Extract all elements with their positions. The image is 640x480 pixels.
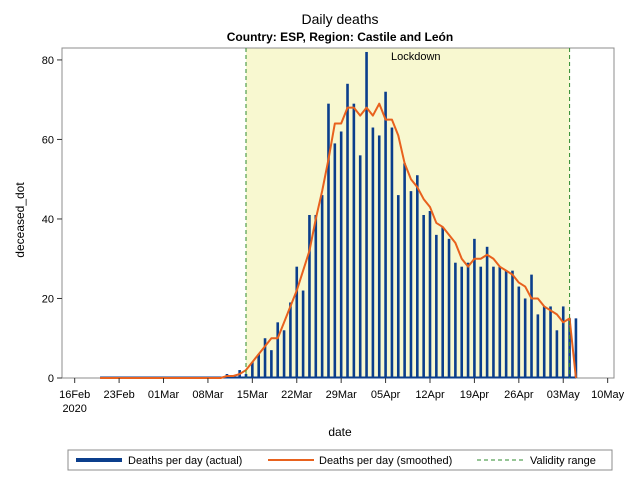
- bar-2020-04-23: [498, 266, 502, 378]
- bar-2020-04-19: [473, 238, 476, 378]
- legend-box: [67, 449, 613, 471]
- bar-2020-05-01: [549, 306, 552, 378]
- bar-2020-04-09: [409, 191, 413, 378]
- chart-title: Daily deaths: [301, 11, 378, 27]
- bar-2020-04-25: [511, 270, 514, 378]
- bar-2020-04-12: [428, 211, 432, 378]
- bar-2020-04-18: [466, 262, 470, 378]
- bar-2020-05-03: [561, 306, 565, 378]
- x-axis-label: date: [328, 425, 352, 439]
- bar-2020-04-03: [371, 127, 375, 379]
- bar-2020-04-29: [536, 314, 540, 378]
- bar-2020-03-28: [333, 143, 337, 378]
- bar-2020-05-04: [568, 318, 571, 378]
- y-axis-label: deceased_dot: [13, 182, 27, 258]
- bar-2020-04-21: [485, 246, 489, 378]
- y-tick-label-20: 20: [42, 293, 54, 305]
- y-tick-label-40: 40: [42, 214, 54, 226]
- bar-2020-03-19: [276, 322, 280, 378]
- x-tick-label-29Mar: 29Mar: [326, 389, 358, 401]
- lockdown-region: [246, 48, 570, 378]
- bar-2020-04-05: [384, 91, 387, 379]
- x-tick-label-16Feb: 16Feb: [59, 389, 90, 401]
- bar-2020-03-26: [320, 195, 324, 378]
- bar-2020-03-15: [251, 362, 254, 378]
- bar-2020-04-15: [447, 238, 451, 378]
- legend: Deaths per day (actual) Deaths per day (…: [67, 449, 613, 471]
- bar-2020-03-23: [301, 290, 305, 378]
- y-tick-label-80: 80: [42, 55, 54, 67]
- x-tick-label-19Apr: 19Apr: [460, 389, 490, 401]
- chart-subtitle: Country: ESP, Region: Castile and León: [227, 30, 453, 44]
- x-tick-label-22Mar: 22Mar: [281, 389, 313, 401]
- bar-2020-04-22: [492, 266, 495, 378]
- lockdown-label: Lockdown: [391, 51, 441, 63]
- bar-2020-04-20: [479, 266, 483, 378]
- bar-2020-03-21: [289, 302, 292, 378]
- x-tick-label-26Apr: 26Apr: [504, 389, 534, 401]
- bar-2020-03-24: [308, 214, 311, 378]
- bar-2020-04-28: [530, 274, 533, 378]
- x-tick-year-label: 2020: [62, 403, 86, 415]
- bar-2020-03-18: [270, 350, 273, 378]
- bar-2020-04-17: [460, 266, 464, 378]
- bar-2020-04-04: [377, 135, 381, 378]
- legend-label-actual: Deaths per day (actual): [128, 455, 242, 467]
- x-tick-label-05Apr: 05Apr: [371, 389, 401, 401]
- bar-2020-03-30: [346, 83, 349, 378]
- x-tick-label-08Mar: 08Mar: [192, 389, 224, 401]
- y-tick-label-60: 60: [42, 134, 54, 146]
- bar-2020-03-25: [314, 214, 318, 378]
- bar-2020-03-14: [244, 374, 248, 378]
- bar-2020-04-10: [416, 175, 419, 378]
- bar-2020-05-02: [555, 330, 559, 378]
- x-tick-label-23Feb: 23Feb: [104, 389, 135, 401]
- x-tick-label-10May: 10May: [591, 389, 625, 401]
- x-tick-label-15Mar: 15Mar: [237, 389, 269, 401]
- bar-2020-03-16: [257, 354, 260, 378]
- bar-2020-04-27: [523, 298, 527, 378]
- x-tick-label-01Mar: 01Mar: [148, 389, 180, 401]
- bar-2020-05-05: [574, 318, 578, 378]
- bar-2020-04-13: [435, 234, 438, 378]
- bar-2020-04-24: [504, 270, 508, 378]
- bar-2020-03-31: [352, 103, 356, 378]
- bar-2020-04-16: [454, 262, 457, 378]
- bar-2020-04-08: [403, 163, 406, 378]
- legend-label-validity: Validity range: [530, 455, 596, 467]
- bar-2020-04-07: [396, 195, 400, 378]
- bar-2020-04-14: [441, 226, 444, 378]
- bar-2020-03-22: [295, 266, 299, 378]
- bar-2020-03-17: [263, 338, 267, 378]
- legend-label-smoothed: Deaths per day (smoothed): [319, 455, 452, 467]
- bar-2020-04-02: [365, 51, 368, 379]
- x-tick-label-03May: 03May: [547, 389, 581, 401]
- bar-2020-04-30: [542, 306, 546, 378]
- bar-2020-04-06: [390, 127, 394, 379]
- bar-2020-03-27: [327, 103, 330, 378]
- x-tick-label-12Apr: 12Apr: [415, 389, 445, 401]
- bar-2020-04-01: [358, 155, 362, 378]
- bar-2020-04-26: [517, 286, 521, 378]
- bar-2020-04-11: [422, 214, 425, 378]
- bar-2020-03-20: [282, 330, 286, 378]
- y-tick-label-0: 0: [48, 373, 54, 385]
- bar-2020-03-29: [339, 131, 343, 378]
- plot-area: Lockdown 0 20 40 60 80 16Feb 2020 23Feb 01Mar 08Ma…: [42, 47, 625, 415]
- smoothed-line: [100, 102, 577, 379]
